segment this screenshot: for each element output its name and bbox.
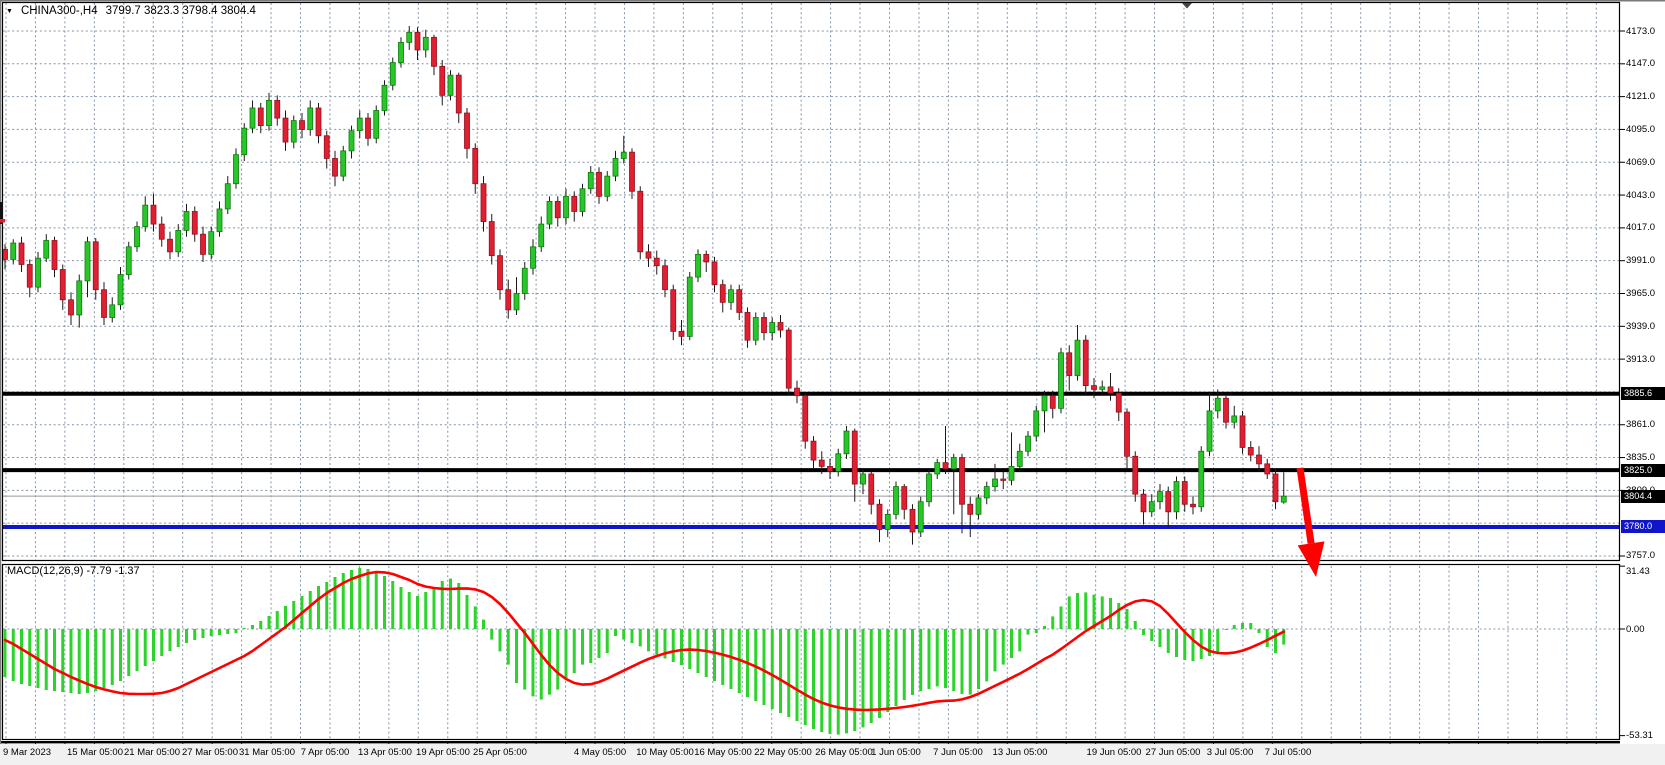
macd-axis-label: 0.00 <box>1626 623 1645 635</box>
price-axis-label: 3835.0 <box>1626 452 1656 464</box>
time-axis-label: 13 Jun 05:00 <box>992 747 1048 758</box>
price-axis-label: 3861.0 <box>1626 419 1656 431</box>
macd-signal-line <box>3 570 1286 712</box>
time-axis-strip <box>0 744 1665 765</box>
time-axis-label: 3 Jul 05:00 <box>1206 747 1254 758</box>
symbol-dropdown-icon[interactable]: ▼ <box>6 7 13 15</box>
time-axis-label: 4 May 05:00 <box>573 747 627 758</box>
price-axis-label: 3913.0 <box>1626 353 1656 365</box>
time-axis-label: 22 May 05:00 <box>754 747 812 758</box>
price-badge: 3885.6 <box>1621 387 1665 401</box>
price-axis-label: 3939.0 <box>1626 320 1656 332</box>
price-axis-label: 4043.0 <box>1626 189 1656 201</box>
time-axis-label: 10 May 05:00 <box>636 747 694 758</box>
ohlc-values: 3799.7 3823.3 3798.4 3804.4 <box>105 5 256 17</box>
time-axis-label: 27 Mar 05:00 <box>182 747 238 758</box>
price-axis-label: 4095.0 <box>1626 123 1656 135</box>
price-axis-label: 4173.0 <box>1626 25 1656 37</box>
macd-axis-label: -53.31 <box>1626 730 1653 742</box>
time-axis-label: 7 Jun 05:00 <box>933 747 983 758</box>
time-axis-label: 16 May 05:00 <box>694 747 752 758</box>
price-axis-label: 4069.0 <box>1626 156 1656 168</box>
price-badge: 3780.0 <box>1621 520 1665 534</box>
time-axis-label: 19 Jun 05:00 <box>1086 747 1142 758</box>
time-axis-label: 1 Jun 05:00 <box>871 747 921 758</box>
chart-title: ▼ CHINA300-,H4 3799.7 3823.3 3798.4 3804… <box>6 5 256 17</box>
price-axis-label: 3757.0 <box>1626 550 1656 562</box>
price-badge: 3825.0 <box>1621 463 1665 477</box>
time-axis-label: 31 Mar 05:00 <box>239 747 295 758</box>
time-axis-label: 13 Apr 05:00 <box>358 747 412 758</box>
macd-histogram <box>3 568 1286 735</box>
time-axis-label: 7 Apr 05:00 <box>300 747 350 758</box>
symbol-period-label: CHINA300-,H4 <box>20 5 98 17</box>
time-axis-label: 7 Jul 05:00 <box>1264 747 1312 758</box>
horizontal-level-lines[interactable] <box>2 391 1620 529</box>
price-axis-label: 4121.0 <box>1626 91 1656 103</box>
time-axis-label: 21 Mar 05:00 <box>124 747 180 758</box>
price-axis-label: 3965.0 <box>1626 287 1656 299</box>
time-axis-label: 9 Mar 2023 <box>3 747 52 758</box>
macd-axis-label: 31.43 <box>1626 566 1650 577</box>
time-axis-label: 15 Mar 05:00 <box>67 747 123 758</box>
time-axis-label: 25 Apr 05:00 <box>473 747 527 758</box>
time-axis-label: 19 Apr 05:00 <box>416 747 470 758</box>
time-axis-label: 27 Jun 05:00 <box>1145 747 1201 758</box>
macd-indicator-label: MACD(12,26,9) -7.79 -1.37 <box>7 565 140 577</box>
left-edge-partial-candle <box>0 202 5 224</box>
price-axis-label: 4017.0 <box>1626 222 1656 234</box>
price-axis-label: 3991.0 <box>1626 255 1656 267</box>
price-badge: 3804.4 <box>1621 489 1665 503</box>
price-axis-label: 4147.0 <box>1626 58 1656 70</box>
chart-shift-marker-icon[interactable] <box>1182 3 1192 9</box>
down-arrow-annotation[interactable] <box>1296 467 1325 577</box>
candles-layer <box>2 25 1287 545</box>
time-axis-label: 26 May 05:00 <box>815 747 873 758</box>
